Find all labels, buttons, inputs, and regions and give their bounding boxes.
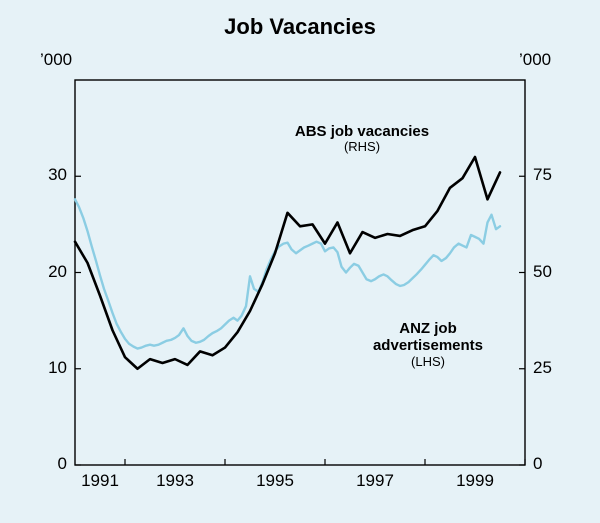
right-tick-label: 0 <box>533 454 542 474</box>
right-tick-label: 75 <box>533 165 552 185</box>
x-tick-label: 1999 <box>445 471 505 491</box>
left-tick-label: 10 <box>48 358 67 378</box>
x-tick-label: 1995 <box>245 471 305 491</box>
right-tick-label: 50 <box>533 262 552 282</box>
series-label: ABS job vacancies(RHS) <box>262 123 462 155</box>
left-tick-label: 0 <box>58 454 67 474</box>
x-tick-label: 1993 <box>145 471 205 491</box>
x-tick-label: 1991 <box>70 471 130 491</box>
left-tick-label: 20 <box>48 262 67 282</box>
job-vacancies-chart <box>0 0 600 523</box>
series-label: ANZ jobadvertisements(LHS) <box>328 320 528 369</box>
left-tick-label: 30 <box>48 165 67 185</box>
x-tick-label: 1997 <box>345 471 405 491</box>
right-tick-label: 25 <box>533 358 552 378</box>
